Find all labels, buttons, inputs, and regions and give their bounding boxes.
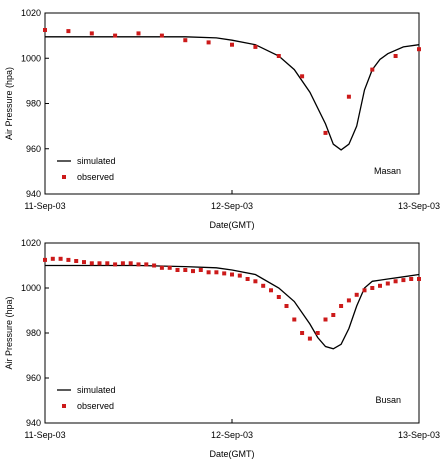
data-point-observed bbox=[261, 283, 266, 288]
data-point-observed bbox=[198, 268, 203, 272]
data-point-observed bbox=[378, 283, 382, 288]
data-point-observed bbox=[159, 33, 164, 38]
data-point-observed bbox=[370, 67, 375, 72]
data-point-observed bbox=[292, 317, 297, 322]
data-point-observed bbox=[89, 261, 94, 266]
data-point-observed bbox=[66, 29, 71, 34]
data-point-observed bbox=[370, 286, 375, 290]
data-point-observed bbox=[300, 331, 305, 335]
x-tick-label: 11-Sep-03 bbox=[24, 201, 65, 211]
y-tick-label: 980 bbox=[26, 99, 41, 109]
data-point-observed bbox=[237, 273, 242, 278]
data-point-observed bbox=[206, 40, 211, 45]
data-point-observed bbox=[214, 270, 219, 275]
x-tick-label: 13-Sep-03 bbox=[398, 201, 440, 211]
station-label: Masan bbox=[374, 166, 401, 176]
data-point-observed bbox=[206, 270, 211, 275]
y-tick-label: 1000 bbox=[21, 53, 41, 63]
data-point-observed bbox=[43, 257, 47, 262]
data-point-observed bbox=[230, 42, 234, 47]
data-point-observed bbox=[144, 262, 149, 267]
legend-label: observed bbox=[77, 401, 114, 411]
x-axis-label: Date(GMT) bbox=[210, 220, 255, 230]
data-point-observed bbox=[276, 295, 281, 299]
data-point-observed bbox=[120, 261, 125, 266]
data-point-observed bbox=[401, 278, 406, 283]
y-tick-label: 1000 bbox=[21, 283, 41, 293]
data-point-observed bbox=[136, 31, 141, 36]
data-point-observed bbox=[331, 313, 336, 317]
legend-label: simulated bbox=[77, 385, 116, 395]
data-point-observed bbox=[74, 259, 79, 263]
data-point-observed bbox=[346, 298, 351, 303]
data-point-observed bbox=[315, 331, 320, 335]
data-point-observed bbox=[113, 262, 118, 267]
x-tick-label: 13-Sep-03 bbox=[398, 430, 440, 440]
data-point-observed bbox=[393, 54, 398, 58]
y-tick-label: 940 bbox=[26, 189, 41, 199]
data-point-observed bbox=[230, 272, 234, 277]
data-point-observed bbox=[417, 47, 421, 52]
data-point-observed bbox=[409, 277, 414, 281]
x-tick-label: 12-Sep-03 bbox=[211, 430, 253, 440]
data-point-observed bbox=[269, 288, 273, 293]
data-point-observed bbox=[152, 263, 157, 268]
data-point-observed bbox=[346, 94, 351, 99]
data-point-observed bbox=[253, 279, 258, 284]
data-point-observed bbox=[284, 304, 289, 308]
legend-label: observed bbox=[77, 172, 114, 182]
data-point-observed bbox=[113, 33, 118, 38]
data-point-observed bbox=[89, 31, 94, 36]
series-line-simulated bbox=[45, 36, 420, 151]
y-tick-label: 940 bbox=[26, 418, 41, 428]
data-point-observed bbox=[307, 336, 312, 341]
data-point-observed bbox=[362, 288, 367, 293]
data-point-observed bbox=[253, 44, 258, 49]
data-point-observed bbox=[323, 130, 328, 135]
legend-label: simulated bbox=[77, 156, 116, 166]
data-point-observed bbox=[245, 277, 250, 281]
y-tick-label: 980 bbox=[26, 328, 41, 338]
x-tick-label: 12-Sep-03 bbox=[211, 201, 253, 211]
y-axis-label: Air Pressure (hpa) bbox=[4, 296, 14, 369]
data-point-observed bbox=[276, 54, 281, 58]
x-axis-label: Date(GMT) bbox=[210, 449, 255, 459]
data-point-observed bbox=[167, 265, 172, 270]
chart-panel-busan: 940 960 980 1000 1020 11-Sep-03 12-Sep-03 13-Se… bbox=[4, 238, 440, 459]
data-point-observed bbox=[354, 292, 359, 297]
data-point-observed bbox=[339, 304, 344, 308]
data-point-observed bbox=[50, 256, 55, 261]
data-point-observed bbox=[385, 281, 390, 286]
data-point-observed bbox=[175, 268, 180, 272]
legend-marker-swatch bbox=[62, 404, 66, 408]
data-point-observed bbox=[66, 257, 71, 262]
data-point-observed bbox=[128, 261, 133, 266]
y-tick-label: 1020 bbox=[21, 238, 41, 248]
series-line-simulated bbox=[45, 264, 420, 350]
data-point-observed bbox=[323, 317, 328, 322]
data-point-observed bbox=[105, 261, 110, 266]
station-label: Busan bbox=[375, 395, 401, 405]
legend-marker-swatch bbox=[62, 175, 66, 179]
data-point-observed bbox=[300, 74, 305, 79]
y-tick-label: 960 bbox=[26, 144, 41, 154]
data-point-observed bbox=[222, 271, 227, 276]
chart-panel-masan: 940 960 980 1000 1020 11-Sep-03 12-Sep-03 13-Se… bbox=[4, 8, 440, 230]
data-point-observed bbox=[58, 256, 63, 261]
y-tick-label: 1020 bbox=[21, 8, 41, 18]
y-tick-label: 960 bbox=[26, 373, 41, 383]
data-point-observed bbox=[183, 268, 188, 272]
x-tick-label: 11-Sep-03 bbox=[24, 430, 65, 440]
data-point-observed bbox=[82, 260, 86, 265]
data-point-observed bbox=[136, 262, 141, 267]
data-point-observed bbox=[191, 269, 195, 274]
data-point-observed bbox=[183, 38, 188, 43]
data-point-observed bbox=[43, 28, 47, 32]
data-point-observed bbox=[417, 277, 421, 281]
data-point-observed bbox=[97, 261, 102, 266]
data-point-observed bbox=[159, 265, 164, 270]
data-point-observed bbox=[393, 279, 398, 284]
y-axis-label: Air Pressure (hpa) bbox=[4, 67, 14, 140]
